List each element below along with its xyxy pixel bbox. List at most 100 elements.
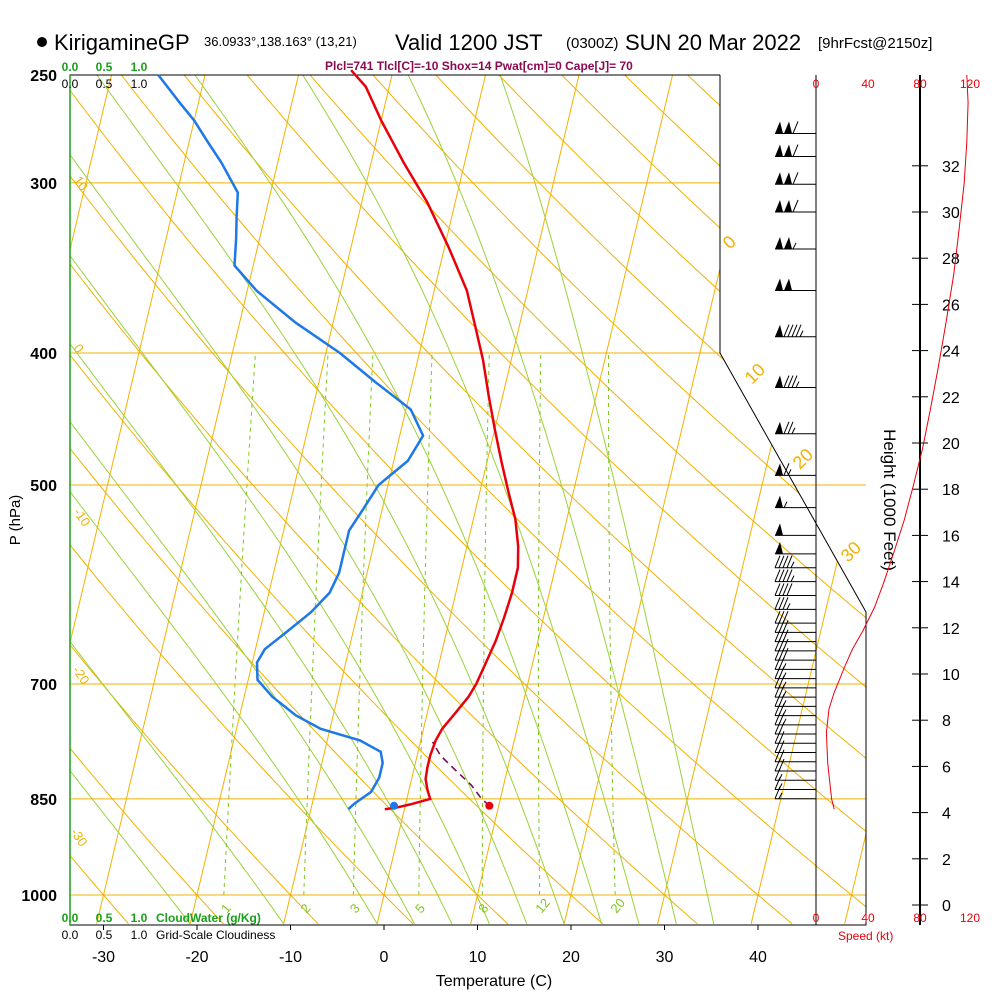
wind-barb [774, 703, 816, 717]
wind-barb [774, 694, 816, 707]
height-tick-label: 26 [942, 297, 960, 314]
pressure-tick-label: 850 [30, 792, 57, 809]
dry-adiabat-line [259, 75, 866, 925]
isotherm-line [376, 75, 611, 924]
temperature-line [350, 69, 520, 811]
wind-barb [774, 620, 816, 633]
mixing-ratio-label: 3 [347, 901, 363, 916]
wind-barb [775, 236, 816, 250]
speed-tick-label-top: 0 [813, 77, 820, 91]
wind-barb [775, 172, 816, 185]
mixing-ratio-label: 12 [532, 895, 553, 916]
moist-adiabat-lines [70, 75, 715, 925]
surface-temperature-marker [485, 801, 494, 810]
pressure-tick-label: 400 [30, 346, 57, 363]
x-axis-label: Temperature (C) [436, 973, 552, 990]
height-tick-label: 22 [942, 390, 960, 407]
cloudwater-tick-bottom: 1.0 [131, 911, 148, 925]
mixing-ratio-line [352, 352, 374, 896]
mixing-ratio-lines [223, 352, 616, 896]
wind-barb [774, 597, 816, 610]
wind-barb [775, 463, 816, 476]
cloudwater-tick-bottom: 0.0 [62, 911, 79, 925]
pressure-tick-label: 250 [30, 68, 57, 85]
wind-barb [775, 495, 816, 509]
dry-adiabat-line [377, 75, 866, 925]
dry-adiabat-line [318, 75, 866, 925]
station-coords: 36.0933°,138.163° (13,21) [204, 34, 357, 49]
dry-adiabat-line [0, 0, 34, 924]
dewpoint-line [157, 74, 425, 811]
wind-barbs [774, 121, 816, 800]
wind-barb [775, 421, 816, 435]
isobar-lines [70, 74, 866, 896]
dry-adiabat-line [70, 75, 866, 925]
isotherm-lines [0, 0, 866, 924]
cloudiness-tick-top: 0.5 [96, 77, 113, 91]
dry-adiabat-line [140, 75, 866, 925]
moist-adiabat-line [70, 120, 191, 925]
isotherm-line [70, 75, 144, 924]
isotherm-line [96, 75, 331, 924]
height-tick-label: 24 [942, 344, 960, 361]
wind-barb [774, 610, 816, 624]
wind-barb [774, 638, 816, 652]
height-tick-label: 14 [942, 575, 960, 592]
moist-adiabat-label: 0 [719, 232, 740, 253]
cloudiness-tick-bottom: 0.0 [62, 928, 79, 942]
wind-barb [774, 555, 816, 569]
wind-barb [775, 523, 816, 536]
moist-adiabat-line [70, 75, 528, 925]
wind-barb [774, 647, 816, 661]
station-name: KirigamineGP [54, 30, 190, 55]
dry-adiabat-line [70, 75, 793, 925]
cloudwater-scale: 0.0 0.0 0.0 0.0 0.5 0.5 0.5 0.5 1.0 1.0 1.0 1.0 [62, 60, 148, 942]
valid-utc: (0300Z) [566, 35, 619, 52]
mixing-ratio-label: 2 [297, 901, 313, 916]
dry-adiabat-line [70, 75, 603, 925]
mixing-ratio-line [537, 352, 542, 896]
dry-adiabat-label: 10 [71, 173, 92, 193]
moist-adiabat-line [70, 75, 565, 925]
valid-date: SUN 20 Mar 2022 [625, 30, 801, 55]
wind-barb [774, 712, 816, 726]
valid-time: Valid 1200 JST [395, 30, 543, 55]
x-tick-label: 30 [656, 949, 674, 966]
dry-adiabat-label: -30 [68, 825, 91, 849]
station-dot-icon [37, 37, 47, 47]
pressure-tick-label: 500 [30, 478, 57, 495]
speed-tick-label-top: 120 [960, 77, 980, 91]
wind-barb [775, 375, 816, 389]
mixing-ratio-label: 5 [412, 901, 428, 916]
x-tick-label: 40 [749, 949, 767, 966]
wind-barb [774, 721, 816, 735]
dry-adiabat-label: -10 [71, 505, 94, 529]
wind-barb [775, 541, 816, 555]
height-tick-label: 0 [942, 898, 951, 915]
height-tick-label: 18 [942, 482, 960, 499]
cloudiness-tick-bottom: 1.0 [131, 928, 148, 942]
height-tick-label: 32 [942, 159, 960, 176]
moist-adiabat-line [70, 75, 415, 925]
surface-dewpoint-marker [389, 801, 398, 810]
height-axis-label: Height (1000 Feet) [880, 429, 899, 571]
height-tick-label: 10 [942, 667, 960, 684]
wind-barb [775, 278, 816, 292]
cloudiness-tick-top: 1.0 [131, 77, 148, 91]
dry-adiabat-line [70, 75, 224, 925]
isotherm-line [657, 75, 866, 924]
wind-speed-line [825, 74, 969, 810]
wind-barb [775, 324, 816, 338]
x-tick-label: 20 [562, 949, 580, 966]
speed-tick-label-bottom: 80 [913, 911, 927, 925]
moist-adiabat-line [99, 75, 602, 925]
moist-adiabat-line [70, 75, 490, 925]
dry-adiabat-line [81, 75, 866, 925]
moist-adiabat-line [213, 75, 640, 925]
x-tick-label: 10 [469, 949, 487, 966]
isotherm-line [283, 75, 518, 924]
isotherm-line [0, 0, 49, 924]
wind-barb [774, 569, 816, 583]
